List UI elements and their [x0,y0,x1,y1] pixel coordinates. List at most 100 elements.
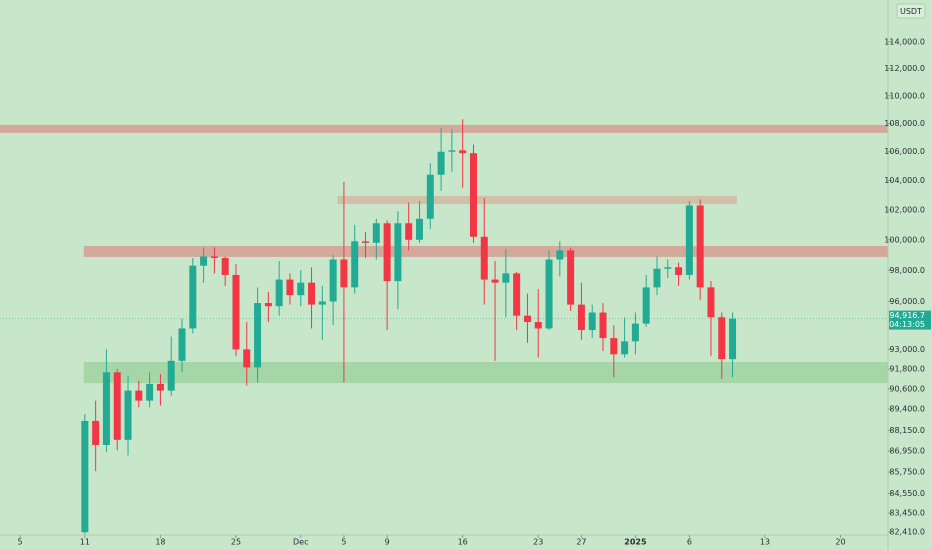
candle-body [210,256,218,259]
candle-body [556,250,564,260]
candle-body [621,341,629,355]
y-tick-label: 85,750.0 [889,468,925,477]
y-tick-label: 93,000.0 [889,345,925,354]
x-tick-label: 5 [18,538,23,547]
candle-body [135,390,143,401]
candle-body [577,304,585,331]
y-tick-label: 110,000.0 [884,91,925,100]
x-tick-label: 11 [80,538,90,547]
candle-body [588,312,596,331]
candle-body [167,360,175,391]
last-price-label: 94,916.7 [889,311,925,320]
x-tick-label: 13 [760,538,770,547]
candle-body [92,420,100,445]
candle-body [264,303,272,307]
candle-body [718,317,726,360]
candle-body [448,150,456,152]
x-tick-label: 2025 [624,538,647,547]
candle-body [318,301,326,305]
x-tick-label: 16 [458,538,468,547]
candle-body [523,315,531,323]
candle-body [729,318,737,360]
candle-body [480,236,488,280]
candle-body [81,420,89,533]
currency-box [896,3,926,19]
candle-body [696,205,704,288]
candle-body [653,268,661,288]
candle-body [254,303,262,368]
candle-body [275,279,283,307]
candle-body [405,223,413,240]
candle-body [351,241,359,288]
candle-body [308,282,316,305]
x-tick-label: 25 [231,538,241,547]
candle-body [469,153,477,237]
candle-body [102,372,110,445]
candle-body [459,150,467,154]
zone [83,361,888,384]
y-tick-label: 98,000.0 [889,266,925,275]
candle-body [534,322,542,329]
y-tick-label: 88,150.0 [889,426,925,435]
zone [0,124,888,133]
x-tick-label: 27 [576,538,586,547]
candle-body [329,259,337,302]
candle-body [502,273,510,283]
y-tick-label: 104,000.0 [884,176,925,185]
candle-body [394,223,402,282]
candle-body [567,250,575,305]
y-tick-label: 86,950.0 [889,447,925,456]
x-tick-label: 6 [687,538,692,547]
y-tick-label: 108,000.0 [884,119,925,128]
candle-body [545,259,553,329]
y-tick-label: 112,000.0 [884,64,925,73]
candle-body [189,265,197,329]
x-tick-label: Dec [293,538,308,547]
y-tick-label: 102,000.0 [884,205,925,214]
candle-body [675,267,683,275]
candle-body [491,279,499,283]
candle-body [642,287,650,324]
last-price-box [889,310,931,330]
candle-body [610,338,618,355]
countdown: 04:13:05 [889,320,925,329]
x-tick-label: 18 [155,538,165,547]
candle-body [631,323,639,342]
candle-body [243,349,251,368]
candle-body [426,174,434,219]
candle-body [599,312,607,339]
y-tick-label: 83,450.0 [889,509,925,518]
y-tick-label: 96,000.0 [889,297,925,306]
candle-body [124,390,132,440]
candle-body [156,383,164,391]
x-tick-label: 9 [385,538,390,547]
candle-body [113,372,121,440]
candle-body [200,256,208,266]
x-tick-label: 20 [835,538,845,547]
candle-body [340,259,348,288]
candle-body [297,282,305,296]
candle-body [372,223,380,243]
candle-body [707,287,715,318]
currency: USDT [900,7,922,16]
candle-body [383,223,391,282]
candle-body [362,241,370,243]
y-tick-label: 84,550.0 [889,489,925,498]
candle-body [232,274,240,350]
candle-body [146,383,154,401]
y-tick-label: 114,000.0 [884,37,925,46]
y-tick-label: 91,800.0 [889,365,925,374]
y-tick-label: 100,000.0 [884,235,925,244]
candle-body [178,328,186,361]
x-tick-label: 23 [533,538,543,547]
candle-body [685,205,693,275]
y-tick-label: 82,410.0 [889,528,925,537]
y-tick-label: 90,600.0 [889,384,925,393]
candle-body [437,151,445,175]
candle-body [221,258,229,275]
candle-body [513,273,521,316]
candle-body [286,279,294,296]
y-tick-label: 106,000.0 [884,147,925,156]
